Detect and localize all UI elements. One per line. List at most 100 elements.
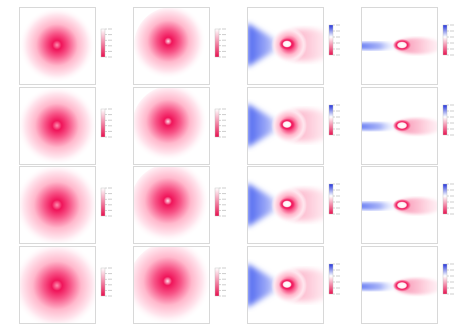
colorbar-tick-label [336,190,340,191]
colorbar-tick-label [222,188,226,189]
colorbar-tick-label [222,296,226,297]
colorbar-tick-label [450,105,454,106]
colorbar-tick-label [222,131,226,132]
panel [132,86,226,166]
colorbar-tick-label [222,109,226,110]
colorbar-tick-label [450,288,454,289]
field-blob [13,242,101,330]
colorbar-tick-label [108,34,112,35]
colorbar-tick-label [222,45,226,46]
colorbar-tick-label [450,208,454,209]
colorbar-tick-label [336,276,340,277]
colorbar-tick-label [108,40,112,41]
heatmap [128,242,216,330]
colorbar-tick-label [450,25,454,26]
heatmap [19,7,95,83]
colorbar-tick-label [108,125,112,126]
panel [349,7,454,85]
colorbar [443,105,447,135]
colorbar-tick-label [450,37,454,38]
colorbar-tick-label [222,216,226,217]
panel [247,87,340,165]
colorbar-tick-label [336,288,340,289]
core [393,199,411,211]
colorbar-tick-label [222,114,226,115]
panel [247,7,340,85]
colorbar-tick-label [336,25,340,26]
colorbar [443,264,447,294]
colorbar-tick-label [336,105,340,106]
panel [128,242,226,330]
core [279,38,295,50]
colorbar-tick-label [336,294,340,295]
colorbar-tick-label [336,43,340,44]
field-blob [130,163,214,247]
field-blob [19,7,95,83]
colorbar-tick-label [336,135,340,136]
colorbar [215,188,219,216]
panel [247,166,340,244]
colorbar-tick-label [336,31,340,32]
colorbar [329,105,333,135]
heatmap [134,7,210,83]
colorbar-tick-label [450,214,454,215]
colorbar [329,25,333,55]
colorbar-tick-label [108,279,112,280]
colorbar-tick-label [222,204,226,205]
core [393,120,411,132]
core [279,279,295,291]
colorbar-tick-label [222,284,226,285]
colorbar-tick-label [108,296,112,297]
colorbar-tick-label [450,276,454,277]
colorbar-tick-label [336,117,340,118]
panel [133,7,226,85]
colorbar-tick-label [336,214,340,215]
colorbar [101,109,105,137]
colorbar [215,109,219,137]
colorbar-tick-label [222,125,226,126]
colorbar-tick-label [450,111,454,112]
colorbar-tick-label [222,199,226,200]
colorbar [101,188,105,216]
colorbar-tick-label [108,131,112,132]
colorbar-tick-label [108,120,112,121]
colorbar-tick-label [108,268,112,269]
colorbar-tick-label [450,55,454,56]
colorbar-tick-label [450,31,454,32]
colorbar-tick-label [336,123,340,124]
colorbar-tick-label [450,202,454,203]
colorbar-tick-label [108,199,112,200]
colorbar-tick-label [450,190,454,191]
colorbar-tick-label [108,45,112,46]
heatmap [15,163,99,247]
colorbar [101,29,105,57]
field-blob [128,242,216,330]
colorbar-tick-label [222,29,226,30]
panel [349,166,454,244]
colorbar-tick-label [450,184,454,185]
heatmap [17,86,97,166]
colorbar-tick-label [450,270,454,271]
colorbar-tick-label [336,202,340,203]
colorbar-tick-label [336,184,340,185]
colorbar-tick-label [222,120,226,121]
colorbar-tick-label [336,37,340,38]
panel [349,246,454,324]
colorbar-tick-label [222,279,226,280]
colorbar-tick-label [222,137,226,138]
heatmap [132,86,212,166]
field-blob [134,7,210,83]
colorbar-tick-label [222,51,226,52]
colorbar-tick-label [222,193,226,194]
colorbar-tick-label [336,208,340,209]
colorbar-tick-label [108,193,112,194]
colorbar-tick-label [108,109,112,110]
core [393,39,411,51]
colorbar-tick-label [108,57,112,58]
colorbar-tick-label [222,290,226,291]
colorbar [329,184,333,214]
colorbar-tick-label [108,188,112,189]
colorbar-tick-label [450,135,454,136]
colorbar-tick-label [222,273,226,274]
